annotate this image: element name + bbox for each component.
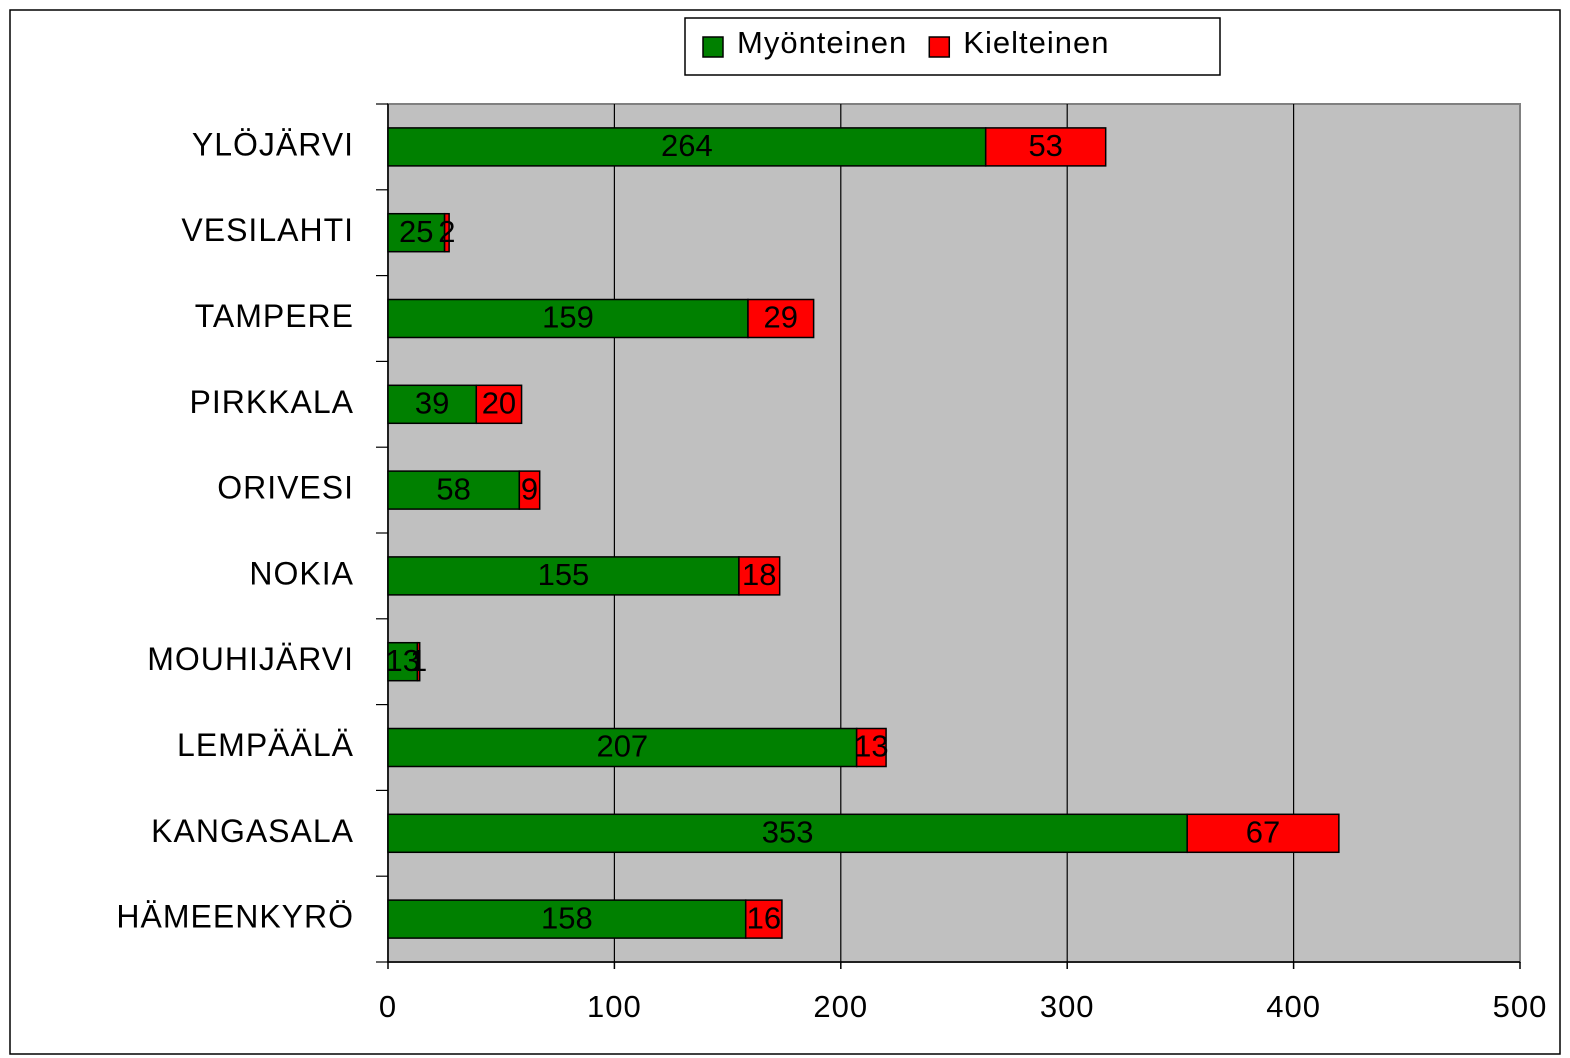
data-label: 39	[415, 385, 449, 420]
y-tick-label: HÄMEENKYRÖ	[116, 899, 354, 935]
bar-segment	[518, 470, 541, 510]
legend	[684, 17, 1221, 76]
data-label: 29	[764, 300, 798, 335]
legend-label: Kielteinen	[963, 25, 1109, 60]
bar-segment	[387, 127, 987, 167]
bar-segment	[387, 298, 749, 339]
y-tick-label: VESILAHTI	[181, 212, 354, 248]
data-label: 13	[854, 729, 888, 764]
data-label: 2	[438, 214, 455, 249]
legend-label: Myönteinen	[737, 25, 907, 60]
bar-segment	[387, 212, 446, 253]
bar-segment	[387, 556, 740, 596]
y-tick-label: MOUHIJÄRVI	[147, 641, 354, 677]
x-tick-label: 400	[1266, 989, 1321, 1024]
bar-segment	[387, 899, 747, 939]
data-label: 16	[747, 900, 781, 935]
data-label: 13	[385, 643, 419, 678]
data-label: 18	[742, 557, 776, 592]
x-tick-label: 300	[1040, 989, 1095, 1024]
legend-box	[684, 17, 1221, 76]
bar-segment	[387, 470, 521, 510]
data-label: 53	[1028, 128, 1062, 163]
data-label: 158	[541, 900, 593, 935]
y-tick-label: PIRKKALA	[189, 384, 354, 420]
bar-segment	[387, 384, 478, 425]
y-tick-label: YLÖJÄRVI	[192, 126, 354, 162]
x-tick-label: 200	[813, 989, 868, 1024]
data-label: 58	[436, 471, 470, 506]
y-tick-label: NOKIA	[249, 555, 354, 591]
data-label: 207	[596, 729, 648, 764]
y-tick-label: LEMPÄÄLÄ	[177, 727, 354, 763]
bar-segment	[416, 641, 421, 682]
x-tick-label: 100	[587, 989, 642, 1024]
bar-segment	[747, 298, 815, 339]
data-label: 1	[410, 643, 427, 678]
x-tick-label: 500	[1493, 989, 1548, 1024]
data-label: 159	[542, 300, 594, 335]
data-label: 353	[762, 814, 814, 849]
bar-segment	[443, 212, 450, 253]
bar-segment	[1186, 813, 1340, 854]
data-label: 67	[1246, 814, 1280, 849]
y-tick-label: KANGASALA	[151, 813, 354, 849]
legend-swatch	[702, 36, 724, 58]
bar-segment	[387, 813, 1188, 854]
bar-segment	[744, 899, 783, 939]
y-tick-label: TAMPERE	[195, 298, 354, 334]
bar-segment	[387, 727, 858, 768]
bar-segment	[855, 727, 887, 768]
legend-swatch	[928, 36, 951, 58]
data-label: 25	[399, 214, 433, 249]
y-tick-label: ORIVESI	[217, 470, 354, 506]
data-label: 264	[661, 128, 713, 163]
bar-segment	[984, 127, 1107, 167]
bar-segment	[475, 384, 523, 425]
data-label: 155	[538, 557, 590, 592]
data-label: 9	[521, 471, 538, 506]
x-tick-label: 0	[379, 989, 397, 1024]
data-label: 20	[482, 385, 516, 420]
bar-segment	[738, 556, 781, 596]
